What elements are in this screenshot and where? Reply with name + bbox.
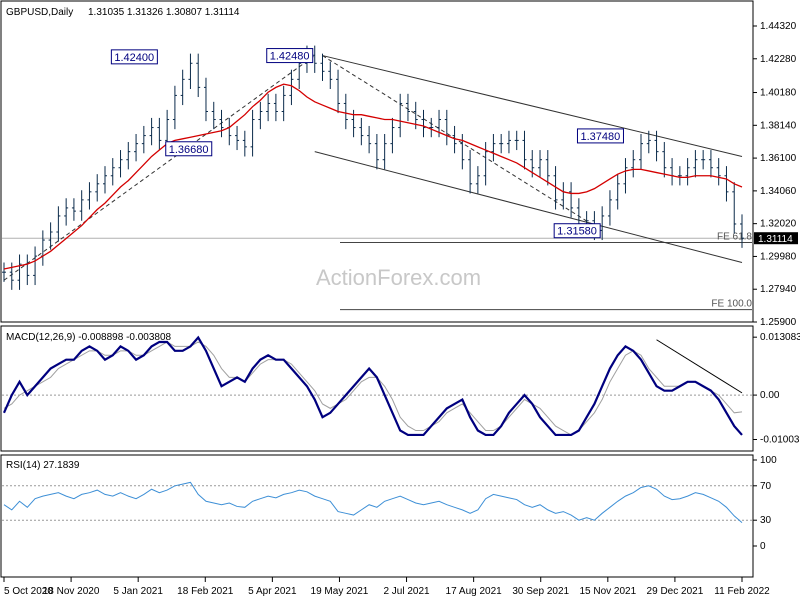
xtick-label: 18 Nov 2020 (43, 586, 100, 597)
price-ytick-label: 1.29980 (760, 251, 797, 262)
rsi-ytick-label: 0 (760, 541, 766, 552)
price-callout: 1.42400 (110, 49, 158, 65)
ohlc-label: 1.31035 1.31326 1.30807 1.31114 (88, 7, 240, 18)
rsi-ytick-label: 100 (760, 455, 777, 466)
macd-title: MACD(12,26,9) -0.008898 -0.003808 (6, 332, 172, 343)
ma-line (3, 83, 743, 270)
fe-level-label: FE 100.0 (711, 299, 752, 310)
xtick-label: 2 Jul 2021 (383, 586, 430, 597)
xtick-label: 30 Sep 2021 (512, 586, 569, 597)
rsi-ytick-label: 30 (760, 515, 772, 526)
macd-trend-line (656, 339, 743, 394)
trend-line (314, 151, 743, 264)
xtick-label: 5 Jan 2021 (113, 586, 163, 597)
y-axis-ticks: 1.44320 1.42280 1.40180 1.38140 1.36100 1.340… (753, 21, 800, 552)
price-callout: 1.36680 (165, 141, 213, 157)
macd-signal-line (3, 341, 743, 436)
price-panel-frame (0, 0, 754, 323)
price-ytick-label: 1.38140 (760, 120, 797, 131)
moving-average (3, 83, 743, 270)
xtick-label: 18 Feb 2021 (177, 586, 234, 597)
macd-ytick-label: 0.013083 (760, 332, 800, 343)
callout-label: 1.42480 (270, 51, 310, 63)
callout-label: 1.37480 (580, 131, 620, 143)
xtick-label: 19 May 2021 (311, 586, 369, 597)
price-callout: 1.37480 (576, 128, 624, 144)
trend-lines: FE 61.8 FE 100.0 (3, 55, 752, 311)
callout-box (165, 141, 213, 157)
price-callout: 1.31580 (553, 223, 601, 239)
trend-line (322, 55, 743, 157)
price-ytick-label: 1.36100 (760, 153, 797, 164)
rsi-line (3, 481, 743, 523)
callout-box (266, 48, 314, 64)
rsi-panel-frame (0, 454, 754, 578)
last-price-label: 1.31114 (758, 234, 793, 245)
price-callouts: 1.42400 1.42480 1.36680 1.37480 1.31580 (110, 48, 624, 239)
rsi-ytick-label: 70 (760, 481, 772, 492)
macd-ytick-label: 0.00 (760, 390, 780, 401)
xtick-label: 15 Nov 2021 (579, 586, 636, 597)
last-price-box (754, 232, 798, 245)
callout-box (110, 49, 158, 65)
ohlc-bars (2, 45, 744, 290)
trend-line (3, 55, 316, 281)
xtick-label: 5 Oct 2020 (4, 586, 53, 597)
price-ytick-label: 1.27940 (760, 284, 797, 295)
xtick-label: 29 Dec 2021 (647, 586, 704, 597)
callout-label: 1.36680 (169, 144, 209, 156)
rsi-title: RSI(14) 27.1839 (6, 460, 80, 471)
fe-level-label: FE 61.8 (717, 231, 752, 242)
watermark: ActionForex.com (316, 265, 481, 290)
macd-panel-frame (0, 325, 754, 452)
price-ytick-label: 1.44320 (760, 21, 797, 32)
callout-box (576, 128, 624, 144)
rsi-lines (2, 481, 752, 523)
callout-label: 1.31580 (557, 226, 597, 238)
price-ytick-label: 1.25900 (760, 317, 797, 328)
callout-box (553, 223, 601, 239)
price-ytick-label: 1.32020 (760, 219, 797, 230)
xtick-label: 5 Apr 2021 (248, 586, 297, 597)
price-ytick-label: 1.40180 (760, 88, 797, 99)
macd-ytick-label: -0.01003 (760, 434, 800, 445)
price-ytick-label: 1.34060 (760, 186, 797, 197)
callout-label: 1.42400 (114, 52, 154, 64)
xtick-label: 17 Aug 2021 (446, 586, 503, 597)
price-callout: 1.42480 (266, 48, 314, 64)
symbol-label: GBPUSD,Daily (6, 7, 73, 18)
price-ytick-label: 1.42280 (760, 54, 797, 65)
macd-line (2, 335, 743, 437)
xtick-label: 11 Feb 2022 (714, 586, 770, 597)
macd-lines (2, 335, 752, 437)
